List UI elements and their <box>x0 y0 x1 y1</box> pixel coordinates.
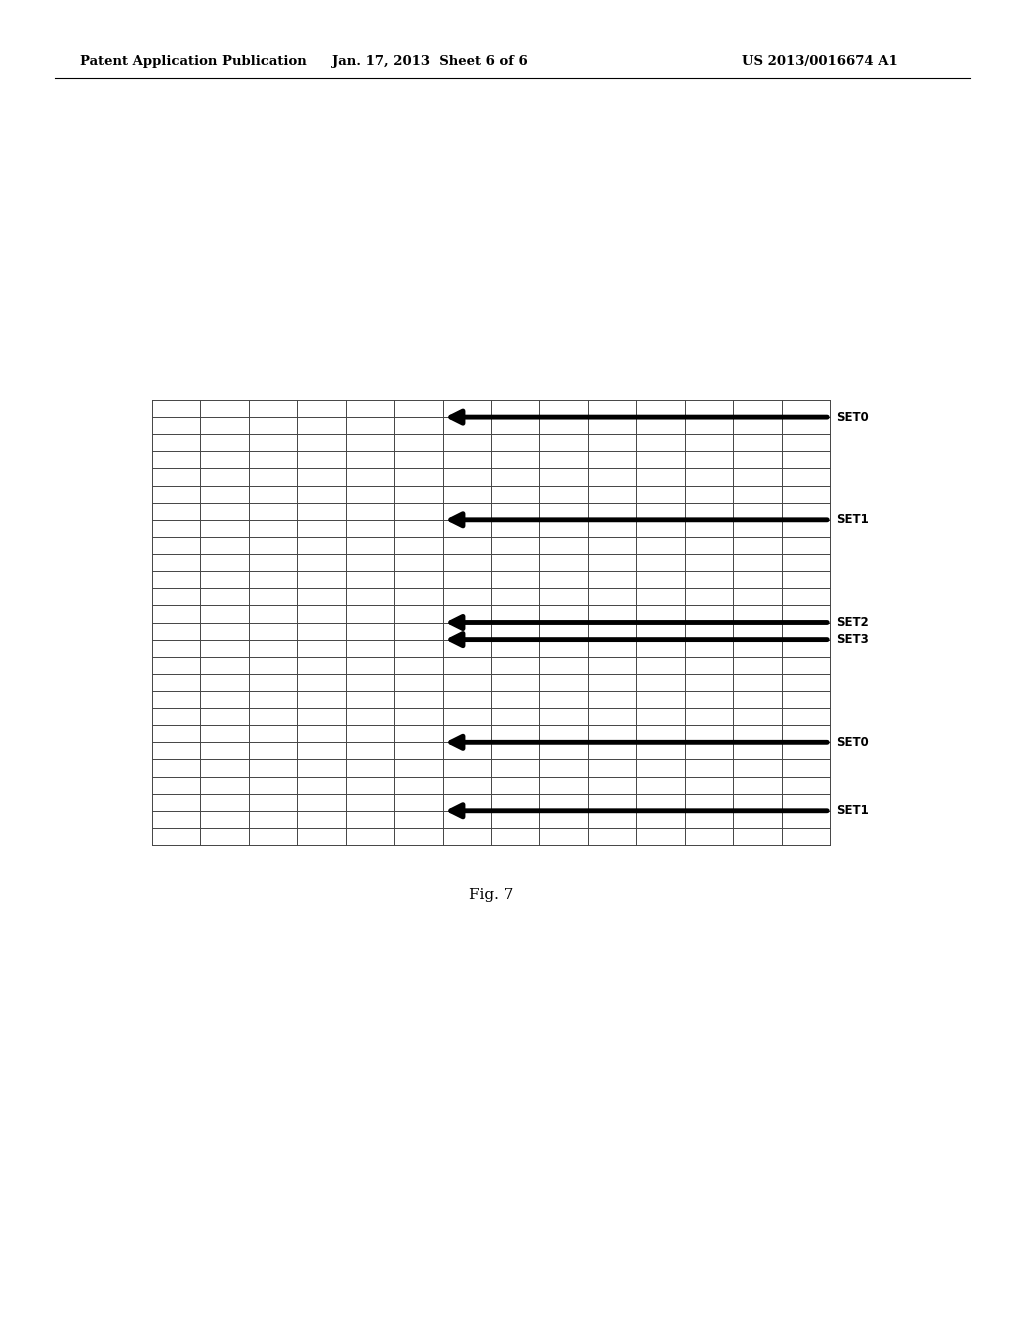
Text: US 2013/0016674 A1: US 2013/0016674 A1 <box>742 55 898 69</box>
Text: SET1: SET1 <box>836 804 868 817</box>
Text: Fig. 7: Fig. 7 <box>469 888 513 902</box>
Text: Patent Application Publication: Patent Application Publication <box>80 55 307 69</box>
Text: SET2: SET2 <box>836 616 868 630</box>
Text: SET1: SET1 <box>836 513 868 527</box>
Text: Jan. 17, 2013  Sheet 6 of 6: Jan. 17, 2013 Sheet 6 of 6 <box>332 55 528 69</box>
Text: SET3: SET3 <box>836 634 868 645</box>
Text: SET0: SET0 <box>836 735 868 748</box>
Text: SET0: SET0 <box>836 411 868 424</box>
